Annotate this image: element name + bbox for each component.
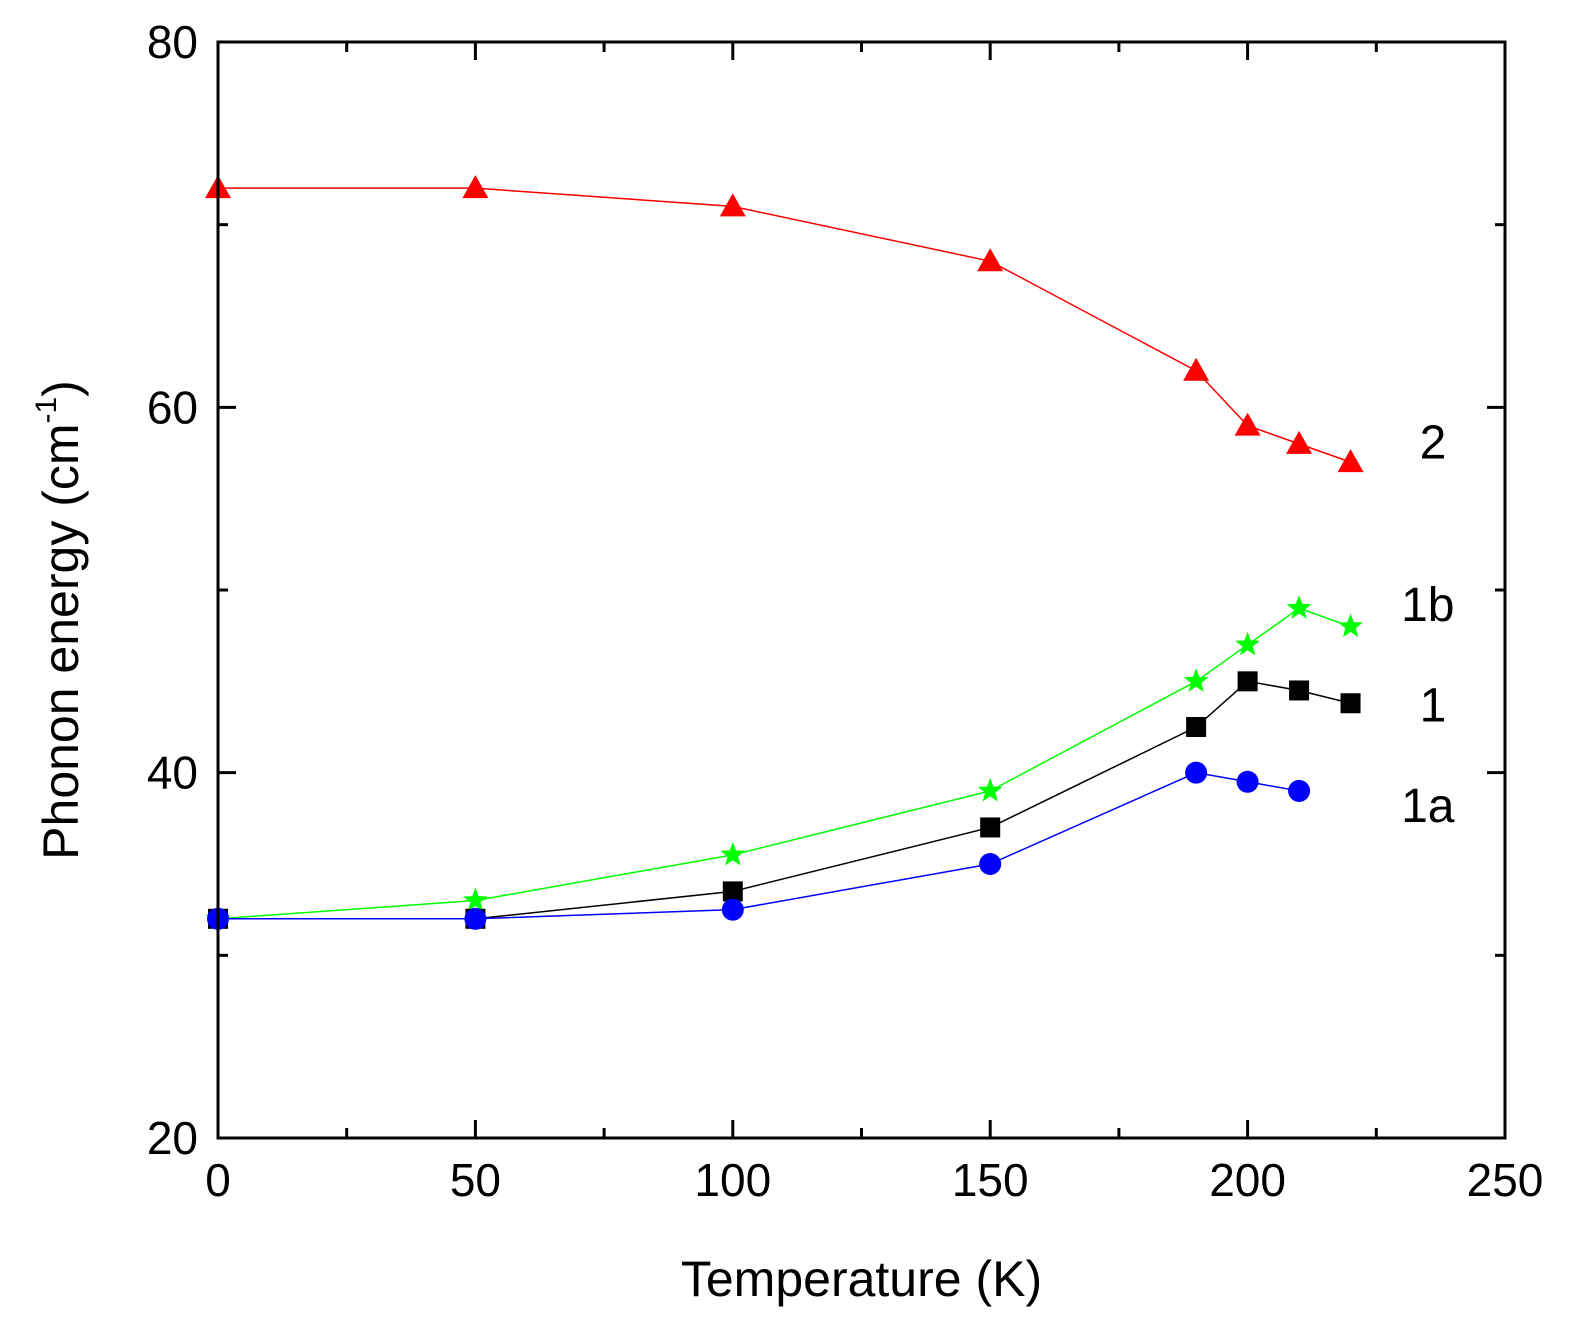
data-point-2: [977, 248, 1004, 272]
x-tick-label: 100: [694, 1154, 771, 1206]
data-point-1a: [464, 907, 487, 930]
x-axis-title: Temperature (K): [681, 1251, 1042, 1307]
series-label-2: 2: [1420, 416, 1447, 469]
data-point-2: [1234, 412, 1261, 436]
series-line-1a: [218, 771, 1300, 920]
series-labels: 2 1b 1 1a: [1401, 416, 1455, 833]
y-tick-label: 20: [147, 1112, 198, 1164]
x-tick-label: 150: [952, 1154, 1029, 1206]
data-point-2: [1286, 430, 1313, 454]
y-tick-label: 80: [147, 16, 198, 68]
data-point-1b: [1286, 595, 1312, 619]
data-point-2: [1337, 449, 1364, 473]
y-tick-label: 40: [147, 747, 198, 799]
data-point-1b: [1235, 631, 1260, 656]
data-point-1b: [977, 777, 1003, 802]
x-tick-label: 250: [1467, 1154, 1544, 1206]
series-line-1: [218, 680, 1351, 920]
axis-tick-labels: 0 50 100 150 200 250 20 40 60 80: [147, 16, 1544, 1206]
data-point-2: [719, 193, 746, 217]
plot-frame: [216, 40, 1507, 1140]
y-axis-title-superscript: -1: [30, 397, 63, 424]
data-point-1b: [1338, 613, 1363, 638]
data-point-1: [980, 817, 1001, 838]
x-tick-label: 200: [1209, 1154, 1286, 1206]
data-point-1a: [1236, 770, 1259, 793]
data-point-1: [1237, 671, 1258, 692]
series-label-1b: 1b: [1401, 579, 1454, 632]
data-point-1b: [463, 887, 488, 912]
data-point-1: [1340, 693, 1361, 714]
y-axis-title-main: Phonon energy (cm: [33, 423, 89, 859]
data-point-1: [1186, 717, 1207, 737]
data-point-1b: [1183, 668, 1209, 692]
series-label-1: 1: [1420, 680, 1447, 733]
data-point-2: [462, 175, 489, 199]
y-axis-title: Phonon energy (cm-1): [30, 380, 89, 860]
data-point-1a: [979, 853, 1002, 875]
series-markers: [205, 175, 1364, 930]
data-point-1b: [720, 841, 746, 866]
series-lines: [217, 187, 1351, 920]
data-point-1a: [721, 898, 744, 921]
data-point-1: [1289, 680, 1310, 701]
data-point-1a: [1185, 761, 1208, 784]
data-point-1: [722, 881, 743, 902]
y-tick-label: 60: [147, 381, 198, 433]
data-point-2: [1183, 357, 1210, 381]
series-label-1a: 1a: [1401, 780, 1455, 833]
y-axis-title-close: ): [33, 380, 89, 397]
x-tick-label: 50: [450, 1154, 501, 1206]
series-line-1b: [217, 607, 1351, 920]
series-line-2: [218, 187, 1351, 463]
axis-ticks: [216, 40, 1507, 1140]
data-point-1a: [1288, 779, 1311, 802]
x-tick-label: 0: [205, 1154, 231, 1206]
